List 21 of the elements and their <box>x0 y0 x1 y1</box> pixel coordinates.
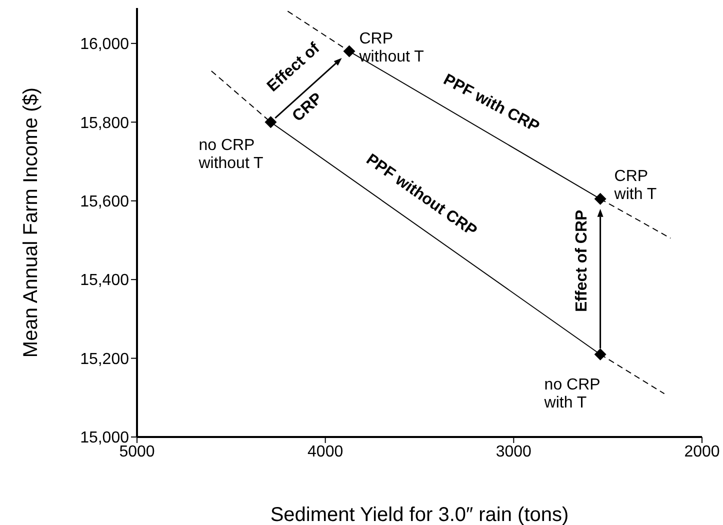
y-tick-label: 15,600 <box>80 194 130 211</box>
x-tick-label: 2000 <box>684 443 720 460</box>
x-axis-title: Sediment Yield for 3.0″ rain (tons) <box>270 504 569 525</box>
annotation: CRP <box>289 90 326 126</box>
annotation: CRP without T <box>358 30 424 66</box>
point <box>594 348 606 360</box>
y-tick-label: 15,800 <box>80 114 130 132</box>
y-tick-label: 16,000 <box>80 36 130 54</box>
annotation: no CRP with T <box>543 376 600 412</box>
x-tick-label: 3000 <box>496 443 532 460</box>
y-tick-label: 15,400 <box>80 272 130 290</box>
annotation: CRP with T <box>613 168 657 204</box>
point <box>264 116 277 128</box>
annotation: PPF with CRP <box>440 71 542 136</box>
x-tick-label: 4000 <box>308 443 344 460</box>
annotation: no CRP without T <box>198 137 264 172</box>
y-tick-label: 15,200 <box>80 350 130 368</box>
point <box>594 192 606 205</box>
point <box>343 45 356 58</box>
y-axis-title: Mean Annual Farm Income ($) <box>20 87 42 358</box>
annotation: Effect of CRP <box>574 209 591 312</box>
